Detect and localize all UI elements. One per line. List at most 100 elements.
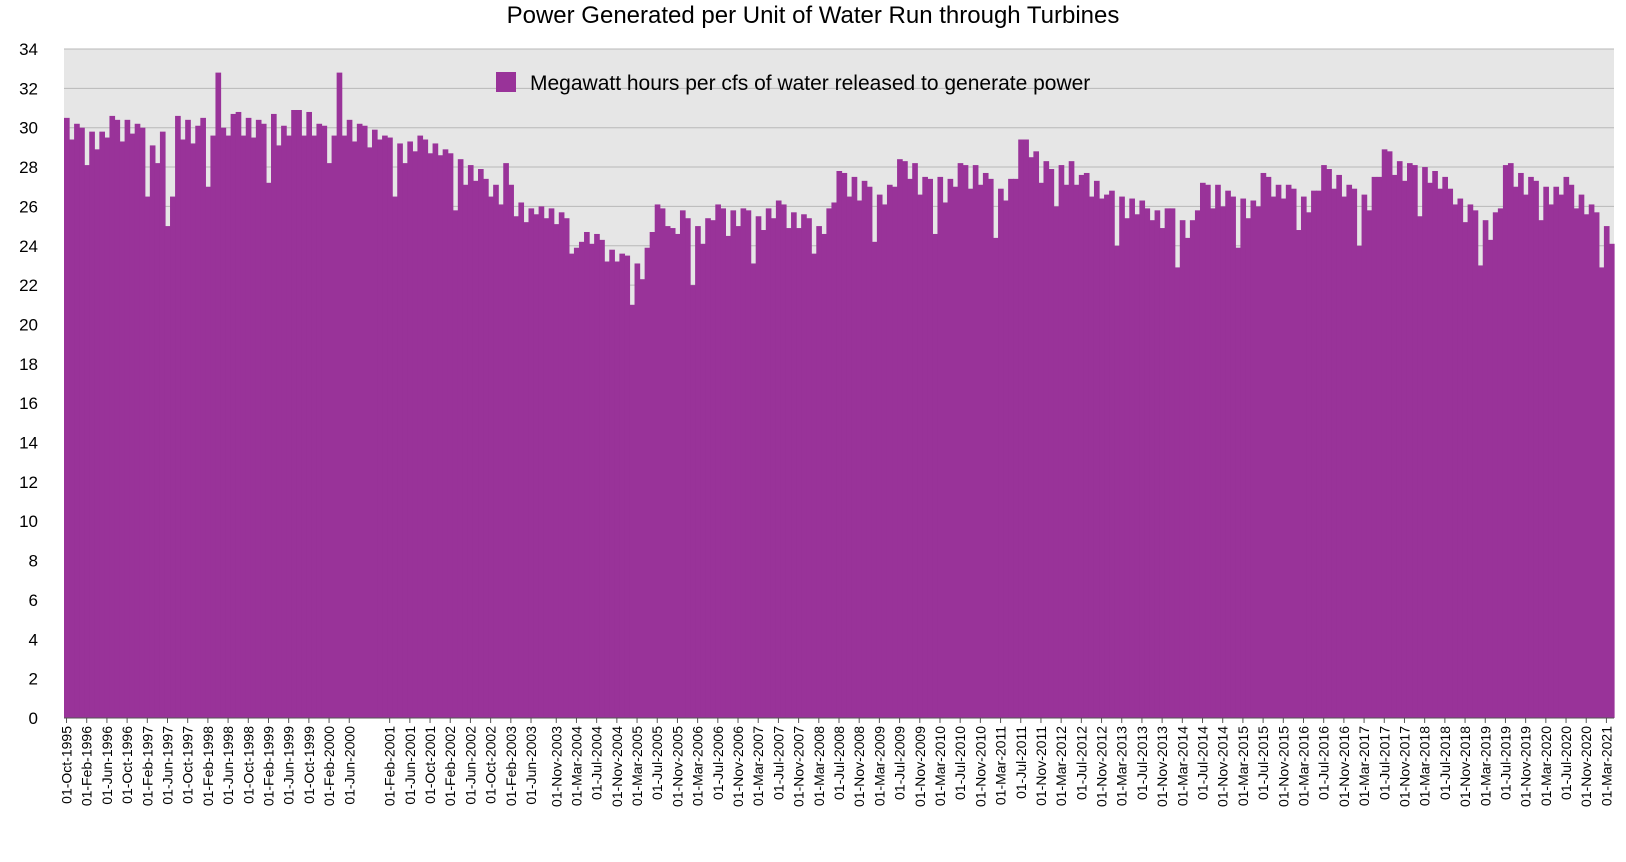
x-tick-label: 01-Jun-1996	[99, 726, 115, 805]
bar	[442, 149, 449, 719]
x-tick-label: 01-Jun-2001	[402, 726, 418, 805]
bar	[276, 145, 282, 719]
bar	[1270, 196, 1277, 718]
bar	[1008, 178, 1014, 719]
bar	[265, 182, 272, 719]
bar	[760, 230, 767, 718]
bar	[917, 194, 923, 718]
bar	[821, 233, 827, 719]
bar	[1159, 228, 1166, 718]
bar	[649, 231, 656, 718]
bar	[947, 178, 954, 719]
x-tick-label: 01-Jul-2005	[649, 726, 665, 800]
x-tick-label: 01-Jul-2004	[589, 726, 605, 800]
bar	[578, 241, 585, 718]
bar	[987, 178, 994, 719]
bar	[892, 186, 898, 718]
x-tick-label: 01-Feb-1998	[200, 726, 216, 806]
bar	[250, 137, 257, 718]
bar	[1083, 172, 1090, 718]
bar	[1174, 267, 1181, 718]
bar	[1502, 165, 1509, 718]
x-tick-label: 01-Oct-1997	[180, 726, 196, 804]
bar	[1033, 151, 1040, 719]
bar	[1124, 218, 1130, 718]
bar	[84, 165, 90, 718]
bar	[1406, 163, 1413, 718]
bar	[1316, 190, 1322, 718]
bar	[402, 163, 408, 718]
x-tick-label: 01-Feb-1996	[79, 726, 95, 806]
bar	[1265, 176, 1272, 718]
bar	[1326, 169, 1332, 718]
bar	[861, 180, 868, 719]
bar	[371, 129, 378, 718]
bar	[129, 133, 136, 718]
x-tick-label: 01-Jun-1997	[160, 726, 176, 805]
bar	[498, 204, 504, 719]
bar	[1366, 210, 1373, 719]
bar	[1543, 186, 1549, 718]
bar	[967, 188, 974, 718]
bar	[190, 143, 196, 719]
bar	[1321, 165, 1327, 718]
bar	[644, 247, 651, 718]
bar	[740, 208, 747, 719]
bar	[685, 218, 691, 718]
bar	[1492, 212, 1499, 719]
bar	[503, 163, 509, 718]
bar	[669, 228, 676, 718]
bar	[563, 218, 570, 718]
bar	[316, 123, 323, 719]
y-tick-label: 10	[19, 512, 38, 531]
bar	[1356, 245, 1363, 718]
bar	[876, 194, 883, 718]
bar	[730, 210, 737, 719]
bar	[1568, 184, 1575, 719]
y-tick-label: 6	[29, 591, 38, 610]
bar	[1548, 204, 1555, 719]
bar	[957, 163, 964, 718]
bar	[982, 172, 989, 718]
x-tick-label: 01-Mar-2008	[811, 726, 827, 806]
bar	[1346, 184, 1353, 719]
x-tick-label: 01-Mar-2011	[993, 726, 1009, 805]
x-tick-label: 01-Jun-1998	[220, 726, 236, 805]
bar	[1603, 226, 1610, 718]
bar	[977, 184, 984, 719]
bar	[664, 226, 671, 718]
bar	[725, 235, 732, 719]
bar	[816, 226, 822, 718]
bar	[245, 117, 252, 718]
bar	[437, 155, 444, 719]
x-tick-label: 01-Jul-2007	[770, 726, 786, 800]
bar	[1260, 172, 1267, 718]
bar	[1608, 243, 1615, 718]
x-tick-label: 01-Jul-2017	[1376, 726, 1392, 800]
bar	[1048, 169, 1055, 718]
y-tick-label: 20	[19, 315, 38, 334]
bar	[1558, 194, 1565, 718]
bar	[1518, 172, 1524, 718]
bar	[1457, 198, 1464, 718]
x-tick-label: 01-Nov-2009	[912, 726, 928, 807]
bar	[811, 253, 817, 718]
x-tick-label: 01-Oct-1998	[240, 726, 256, 804]
bar	[240, 135, 247, 718]
bar	[1432, 170, 1438, 718]
bar	[296, 109, 302, 718]
x-tick-label: 01-Jun-2003	[523, 726, 539, 805]
x-tick-label: 01-Mar-2005	[629, 726, 645, 806]
bar	[972, 165, 979, 718]
bar	[1487, 239, 1494, 719]
x-tick-label: 01-Mar-2020	[1538, 726, 1554, 806]
bar	[432, 143, 439, 719]
x-tick-label: 01-Feb-1999	[260, 726, 276, 806]
x-tick-label: 01-Jun-1999	[281, 726, 297, 805]
x-tick-label: 01-Jul-2014	[1195, 726, 1211, 800]
bar	[584, 231, 590, 718]
bar	[1099, 198, 1105, 718]
bar	[417, 135, 424, 718]
x-tick-label: 01-Mar-2016	[1295, 726, 1311, 806]
